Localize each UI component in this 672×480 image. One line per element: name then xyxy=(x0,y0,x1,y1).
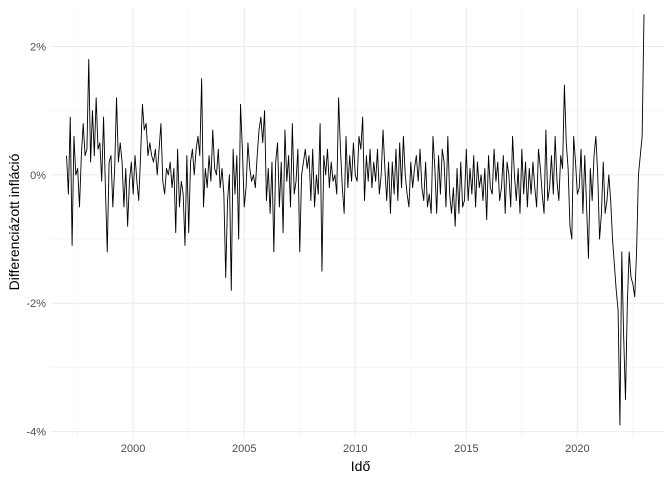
x-tick-label: 2010 xyxy=(343,443,367,455)
x-tick-labels: 2000 2005 2010 2015 2020 xyxy=(121,443,590,455)
y-tick-label: 0% xyxy=(30,170,46,182)
minor-gridlines xyxy=(51,8,664,438)
series-group xyxy=(66,14,645,426)
x-tick-label: 2020 xyxy=(565,443,589,455)
y-axis-title: Differenciázott infláció xyxy=(6,153,22,290)
x-axis-title: Idő xyxy=(351,458,371,474)
x-tick-label: 2015 xyxy=(454,443,478,455)
x-tick-label: 2005 xyxy=(232,443,256,455)
y-tick-label: 2% xyxy=(30,42,46,54)
y-tick-label: -4% xyxy=(26,427,46,439)
series-line xyxy=(66,14,645,426)
y-tick-labels: -4% -2% 0% 2% xyxy=(26,42,46,439)
y-tick-label: -2% xyxy=(26,298,46,310)
x-tick-label: 2000 xyxy=(121,443,145,455)
